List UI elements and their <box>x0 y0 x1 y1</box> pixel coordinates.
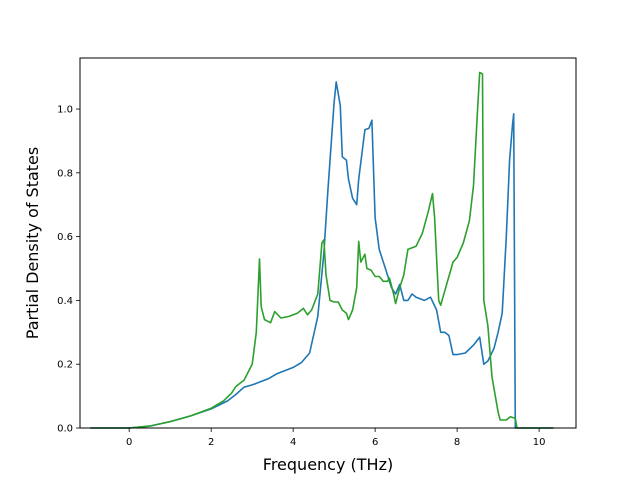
series-line-2 <box>90 71 554 429</box>
y-tick-label: 0.6 <box>57 232 73 243</box>
x-tick-label: 10 <box>533 437 546 448</box>
y-tick-label: 1.0 <box>57 105 73 116</box>
y-tick-label: 0.8 <box>57 168 73 179</box>
series-line-1 <box>90 81 554 429</box>
x-tick-label: 2 <box>208 437 214 448</box>
x-tick-label: 8 <box>454 437 460 448</box>
series-layer <box>90 71 554 429</box>
y-tick-label: 0.0 <box>57 424 73 435</box>
plot-frame <box>79 57 577 429</box>
x-axis-ticks: 0 2 4 6 8 10 <box>126 428 545 448</box>
x-axis-label: Frequency (THz) <box>263 455 393 474</box>
y-axis-ticks: 0.0 0.2 0.4 0.6 0.8 1.0 <box>57 105 80 435</box>
y-tick-label: 0.4 <box>57 296 73 307</box>
x-tick-label: 4 <box>290 437 296 448</box>
x-tick-label: 0 <box>126 437 132 448</box>
y-axis-label: Partial Density of States <box>23 147 42 339</box>
y-tick-label: 0.2 <box>57 360 73 371</box>
x-tick-label: 6 <box>372 437 378 448</box>
